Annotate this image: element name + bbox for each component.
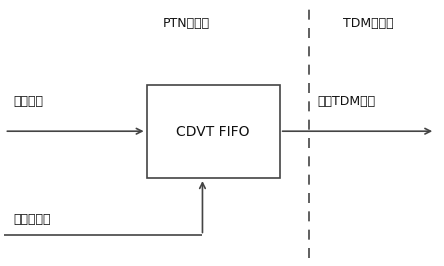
Text: 分组报文: 分组报文: [13, 95, 44, 107]
Text: PTN网络域: PTN网络域: [163, 18, 210, 30]
Text: TDM网络域: TDM网络域: [343, 18, 394, 30]
Text: 自适应时钟: 自适应时钟: [13, 213, 51, 226]
Text: CDVT FIFO: CDVT FIFO: [176, 125, 250, 139]
Text: 下行TDM业务: 下行TDM业务: [317, 95, 376, 107]
Bar: [147, 85, 280, 178]
